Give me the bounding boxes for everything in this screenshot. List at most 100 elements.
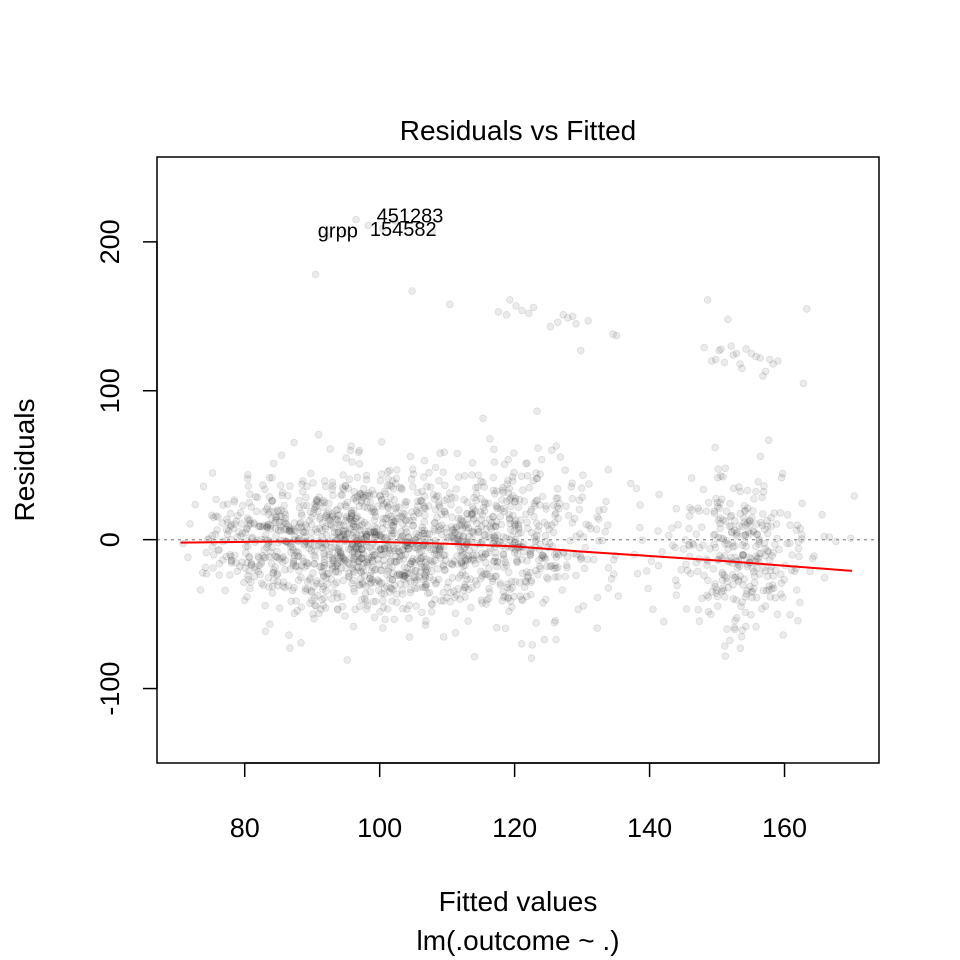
scatter-point	[417, 554, 426, 562]
scatter-point	[221, 586, 229, 595]
scatter-point	[423, 534, 432, 543]
scatter-point	[309, 610, 317, 618]
scatter-point	[445, 489, 454, 498]
scatter-point	[515, 495, 524, 504]
scatter-point	[349, 622, 358, 631]
scatter-point	[444, 533, 453, 541]
scatter-point	[598, 536, 607, 545]
scatter-point	[510, 468, 518, 477]
scatter-point	[431, 595, 439, 604]
scatter-point	[671, 576, 680, 584]
scatter-point	[408, 557, 416, 566]
scatter-point	[355, 581, 364, 589]
scatter-point	[553, 502, 561, 511]
scatter-point	[540, 518, 549, 527]
scatter-point	[534, 570, 542, 579]
scatter-point	[288, 543, 297, 552]
scatter-point	[271, 563, 279, 571]
scatter-point	[441, 566, 449, 574]
scatter-point	[385, 481, 394, 490]
scatter-point	[551, 573, 559, 581]
scatter-point	[546, 322, 555, 331]
scatter-point	[564, 511, 573, 520]
scatter-point	[477, 477, 485, 486]
scatter-point	[243, 474, 252, 483]
scatter-point	[451, 628, 460, 637]
scatter-point	[251, 563, 259, 571]
scatter-point	[420, 492, 429, 501]
scatter-point	[406, 452, 415, 461]
scatter-point	[247, 578, 255, 586]
scatter-point	[522, 510, 530, 519]
scatter-point	[511, 577, 520, 586]
scatter-point	[327, 544, 336, 552]
scatter-point	[435, 546, 444, 555]
scatter-point	[501, 592, 510, 600]
scatter-point	[275, 604, 284, 612]
scatter-point	[426, 556, 435, 565]
scatter-point	[340, 555, 349, 563]
scatter-point	[568, 479, 576, 488]
scatter-point	[540, 635, 549, 644]
scatter-point	[389, 569, 398, 578]
scatter-point	[351, 544, 360, 553]
scatter-point	[409, 516, 417, 525]
scatter-point	[485, 515, 494, 523]
scatter-point	[524, 309, 533, 318]
scatter-point	[298, 477, 307, 485]
scatter-point	[423, 529, 432, 538]
scatter-point	[493, 531, 502, 539]
scatter-point	[479, 478, 487, 487]
scatter-point	[450, 587, 458, 595]
scatter-point	[355, 489, 364, 498]
scatter-point	[397, 527, 406, 536]
scatter-point	[318, 526, 326, 535]
scatter-point	[342, 514, 351, 522]
scatter-point	[471, 577, 480, 585]
scatter-point	[506, 502, 515, 511]
scatter-point	[672, 504, 681, 513]
scatter-point	[382, 520, 391, 529]
scatter-point	[743, 486, 752, 495]
scatter-point	[425, 573, 434, 582]
scatter-point	[538, 551, 547, 559]
scatter-point	[202, 569, 211, 578]
scatter-point	[277, 506, 285, 514]
scatter-point	[413, 555, 421, 564]
scatter-point	[759, 487, 768, 496]
scatter-point	[418, 608, 426, 617]
scatter-point	[379, 603, 388, 612]
scatter-point	[415, 548, 424, 557]
scatter-point	[388, 597, 396, 605]
scatter-point	[502, 310, 511, 319]
scatter-point	[277, 526, 285, 535]
scatter-point	[356, 575, 365, 583]
scatter-point	[268, 473, 276, 482]
scatter-point	[351, 605, 359, 614]
scatter-point	[276, 481, 285, 490]
scatter-point	[752, 622, 760, 631]
scatter-point	[461, 561, 470, 570]
scatter-point	[539, 552, 548, 560]
scatter-point	[522, 568, 531, 576]
scatter-point	[505, 484, 514, 493]
scatter-point	[331, 543, 339, 551]
scatter-point	[765, 585, 773, 594]
scatter-point	[285, 527, 294, 536]
scatter-point	[401, 516, 410, 524]
scatter-point	[238, 529, 247, 538]
scatter-point	[481, 550, 490, 558]
scatter-point	[802, 305, 811, 313]
scatter-point	[303, 482, 311, 491]
scatter-point	[287, 597, 295, 606]
scatter-point	[761, 367, 770, 376]
scatter-point	[324, 514, 332, 522]
scatter-point	[320, 594, 329, 602]
scatter-point	[493, 504, 502, 513]
scatter-point	[511, 497, 520, 506]
scatter-point	[327, 521, 336, 530]
scatter-point	[360, 503, 369, 511]
scatter-point	[480, 506, 489, 515]
scatter-point	[539, 598, 547, 607]
scatter-point	[389, 518, 398, 527]
